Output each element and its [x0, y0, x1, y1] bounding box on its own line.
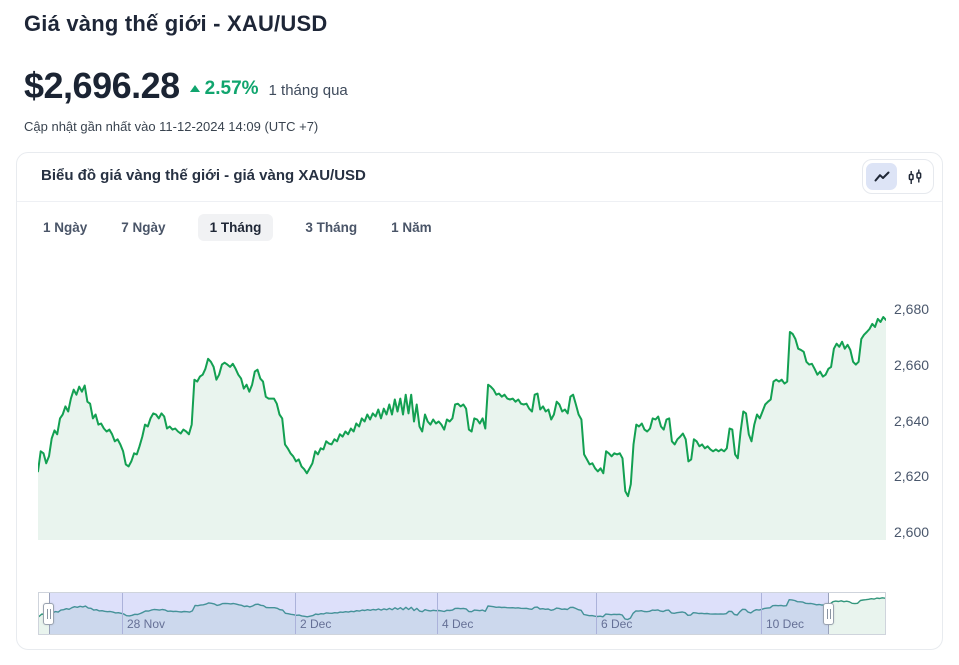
navigator-date-label: 4 Dec — [442, 617, 474, 631]
line-chart-button[interactable] — [866, 163, 897, 190]
tab-3-thang[interactable]: 3 Tháng — [303, 214, 359, 241]
handle-grip-icon — [826, 608, 831, 619]
price-area-chart[interactable] — [37, 260, 887, 540]
navigator-gridline — [295, 593, 296, 634]
y-axis-tick: 2,680 — [894, 301, 930, 317]
tab-1-nam[interactable]: 1 Năm — [389, 214, 434, 241]
line-chart-icon — [873, 168, 891, 186]
last-updated-text: Cập nhật gần nhất vào 11-12-2024 14:09 (… — [24, 119, 319, 134]
navigator-selection[interactable] — [49, 593, 829, 634]
tab-1-ngay[interactable]: 1 Ngày — [41, 214, 89, 241]
tab-1-thang[interactable]: 1 Tháng — [197, 214, 274, 241]
navigator-date-label: 2 Dec — [300, 617, 332, 631]
navigator-gridline — [596, 593, 597, 634]
y-axis-tick: 2,640 — [894, 412, 930, 429]
y-axis-tick: 2,620 — [894, 468, 930, 485]
area-fill — [38, 317, 886, 540]
price-line — [39, 597, 885, 621]
y-axis-tick: 2,600 — [894, 524, 930, 540]
navigator-date-label: 28 Nov — [127, 617, 166, 631]
price-row: $2,696.28 2.57% 1 tháng qua — [24, 66, 348, 106]
price-change: 2.57% — [189, 77, 259, 100]
candlestick-chart-button[interactable] — [899, 163, 930, 190]
navigator-gridline — [122, 593, 123, 634]
navigator-gridline — [761, 593, 762, 634]
time-range-tabs: 1 Ngày 7 Ngày 1 Tháng 3 Tháng 1 Năm — [41, 214, 434, 241]
price-line — [37, 316, 887, 498]
price-value: $2,696.28 — [24, 65, 180, 106]
up-arrow-icon — [189, 85, 200, 93]
change-period: 1 tháng qua — [268, 81, 348, 99]
y-axis-tick: 2,660 — [894, 356, 930, 373]
chart-card-title: Biểu đồ giá vàng thế giới - giá vàng XAU… — [41, 167, 366, 184]
handle-grip-icon — [46, 608, 51, 619]
page-title: Giá vàng thế giới - XAU/USD — [24, 11, 328, 36]
chart-type-toggle — [862, 159, 934, 194]
change-percent: 2.57% — [204, 77, 259, 99]
navigator-right-handle[interactable] — [823, 602, 834, 625]
tab-7-ngay[interactable]: 7 Ngày — [119, 214, 167, 241]
navigator-gridline — [437, 593, 438, 634]
candlestick-icon — [906, 168, 924, 186]
chart-navigator[interactable]: 28 Nov 2 Dec 4 Dec 6 Dec 10 Dec — [38, 592, 886, 635]
navigator-date-label: 10 Dec — [766, 617, 805, 631]
navigator-date-label: 6 Dec — [601, 617, 633, 631]
divider — [17, 201, 942, 202]
navigator-left-handle[interactable] — [43, 602, 54, 625]
